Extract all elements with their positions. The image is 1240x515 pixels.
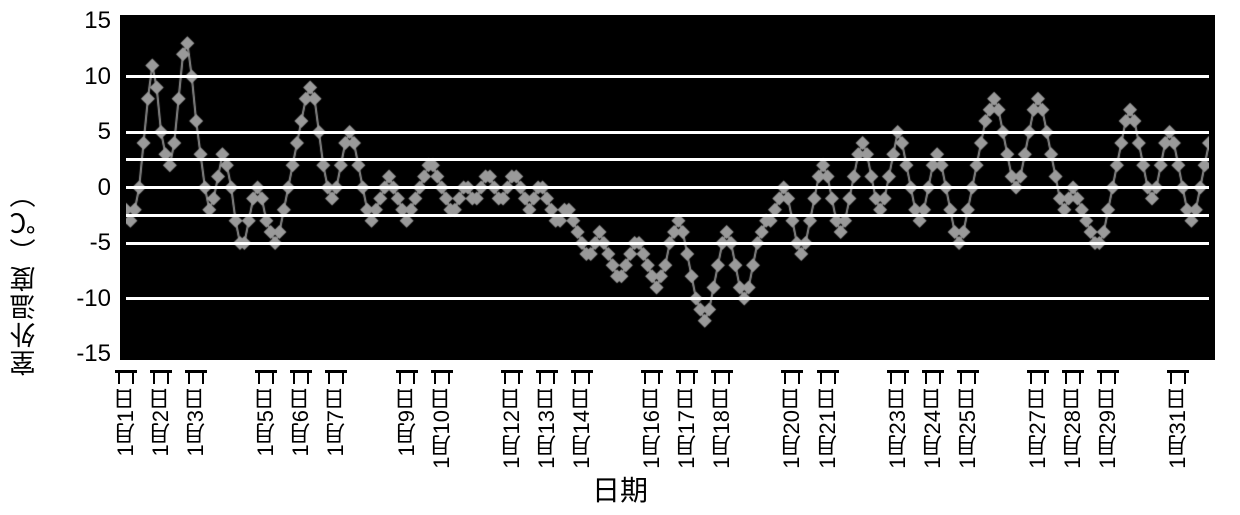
plot-inner xyxy=(126,21,1209,354)
x-tick-mark xyxy=(817,370,839,386)
x-tick-mark xyxy=(711,370,733,386)
x-tick-mark xyxy=(396,370,418,386)
x-tick: 1月28日 xyxy=(1057,370,1089,469)
x-tick-label: 1月24日 xyxy=(917,388,949,469)
x-tick-label: 1月23日 xyxy=(882,388,914,469)
x-tick-label: 1月5日 xyxy=(250,388,282,456)
gridline xyxy=(126,297,1209,300)
x-tick-label: 1月27日 xyxy=(1022,388,1054,469)
x-tick: 1月20日 xyxy=(776,370,808,469)
x-tick: 1月24日 xyxy=(917,370,949,469)
gridline xyxy=(126,242,1209,245)
y-tick-label: -10 xyxy=(76,285,111,313)
x-tick-mark xyxy=(1167,370,1189,386)
x-tick-mark xyxy=(1062,370,1084,386)
gridline xyxy=(126,131,1209,134)
x-tick-label: 1月25日 xyxy=(952,388,984,469)
x-tick-label: 1月10日 xyxy=(426,388,458,469)
y-axis-label: 室外温度（℃） xyxy=(5,180,42,376)
x-tick: 1月21日 xyxy=(812,370,844,469)
y-axis-ticks: -15-10-5051015 xyxy=(55,15,115,360)
outdoor-temperature-chart: 室外温度（℃） -15-10-5051015 1月1日1月2日1月3日1月5日1… xyxy=(0,0,1240,515)
x-tick-mark xyxy=(957,370,979,386)
gridline xyxy=(126,75,1209,78)
x-tick-mark xyxy=(501,370,523,386)
x-tick-mark xyxy=(115,370,137,386)
x-tick: 1月16日 xyxy=(636,370,668,469)
x-tick: 1月3日 xyxy=(180,370,212,456)
x-tick: 1月29日 xyxy=(1092,370,1124,469)
y-tick-label: 0 xyxy=(98,174,111,202)
x-tick-label: 1月1日 xyxy=(110,388,142,456)
y-tick-label: -15 xyxy=(76,340,111,368)
x-tick: 1月10日 xyxy=(426,370,458,469)
x-tick: 1月6日 xyxy=(285,370,317,456)
x-tick-label: 1月17日 xyxy=(671,388,703,469)
x-tick-label: 1月13日 xyxy=(531,388,563,469)
x-tick: 1月27日 xyxy=(1022,370,1054,469)
plot-area xyxy=(120,15,1215,360)
y-tick-label: 5 xyxy=(98,118,111,146)
x-tick: 1月12日 xyxy=(496,370,528,469)
x-tick-mark xyxy=(185,370,207,386)
x-tick-mark xyxy=(676,370,698,386)
x-tick-mark xyxy=(1097,370,1119,386)
x-tick-mark xyxy=(922,370,944,386)
x-tick: 1月31日 xyxy=(1162,370,1194,469)
x-tick: 1月25日 xyxy=(952,370,984,469)
x-tick-label: 1月14日 xyxy=(566,388,598,469)
x-tick-mark xyxy=(431,370,453,386)
x-tick-label: 1月7日 xyxy=(320,388,352,456)
x-tick-label: 1月29日 xyxy=(1092,388,1124,469)
x-tick-mark xyxy=(571,370,593,386)
x-tick-label: 1月6日 xyxy=(285,388,317,456)
x-tick-label: 1月18日 xyxy=(706,388,738,469)
x-tick: 1月5日 xyxy=(250,370,282,456)
x-tick: 1月7日 xyxy=(320,370,352,456)
y-tick-label: -5 xyxy=(90,229,111,257)
x-tick-mark xyxy=(1027,370,1049,386)
x-tick: 1月13日 xyxy=(531,370,563,469)
x-tick: 1月23日 xyxy=(882,370,914,469)
gridline xyxy=(126,186,1209,189)
x-tick-label: 1月31日 xyxy=(1162,388,1194,469)
x-tick-label: 1月21日 xyxy=(812,388,844,469)
gridline xyxy=(126,158,1209,161)
x-tick-label: 1月9日 xyxy=(391,388,423,456)
y-tick-label: 15 xyxy=(84,7,111,35)
x-tick-mark xyxy=(255,370,277,386)
x-tick: 1月18日 xyxy=(706,370,738,469)
y-tick-label: 10 xyxy=(84,63,111,91)
x-tick-mark xyxy=(887,370,909,386)
x-tick-label: 1月20日 xyxy=(776,388,808,469)
x-tick: 1月2日 xyxy=(145,370,177,456)
x-tick-label: 1月16日 xyxy=(636,388,668,469)
x-tick: 1月14日 xyxy=(566,370,598,469)
x-tick-mark xyxy=(150,370,172,386)
x-tick-mark xyxy=(641,370,663,386)
x-tick-label: 1月2日 xyxy=(145,388,177,456)
x-tick: 1月17日 xyxy=(671,370,703,469)
x-tick-label: 1月3日 xyxy=(180,388,212,456)
x-axis-label: 日期 xyxy=(0,469,1240,509)
x-axis-ticks: 1月1日1月2日1月3日1月5日1月6日1月7日1月9日1月10日1月12日1月… xyxy=(120,370,1215,475)
gridline xyxy=(126,214,1209,217)
x-tick-mark xyxy=(325,370,347,386)
x-tick: 1月9日 xyxy=(391,370,423,456)
x-tick-label: 1月12日 xyxy=(496,388,528,469)
x-tick-mark xyxy=(781,370,803,386)
x-tick-mark xyxy=(290,370,312,386)
x-tick: 1月1日 xyxy=(110,370,142,456)
x-tick-label: 1月28日 xyxy=(1057,388,1089,469)
x-tick-mark xyxy=(536,370,558,386)
